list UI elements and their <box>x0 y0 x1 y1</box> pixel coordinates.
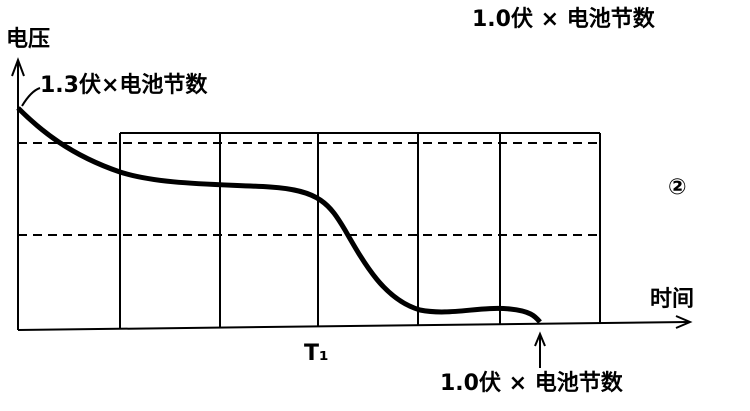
start-note: 1.3伏×电池节数 <box>40 72 208 98</box>
x-arrow <box>675 315 693 329</box>
y-arrow <box>11 57 25 77</box>
figure-number: ② <box>668 175 687 200</box>
x-axis-label: 时间 <box>650 287 694 312</box>
start-leader <box>21 87 41 107</box>
end-arrow-head <box>534 331 546 347</box>
x-axis <box>17 321 689 331</box>
y-axis-label: 电压 <box>6 27 50 52</box>
top-note: 1.0伏 × 电池节数 <box>472 6 656 32</box>
end-note: 1.0伏 × 电池节数 <box>440 370 624 396</box>
frame <box>11 57 693 368</box>
t1-label: T₁ <box>304 341 329 366</box>
discharge-curve <box>16 106 542 324</box>
